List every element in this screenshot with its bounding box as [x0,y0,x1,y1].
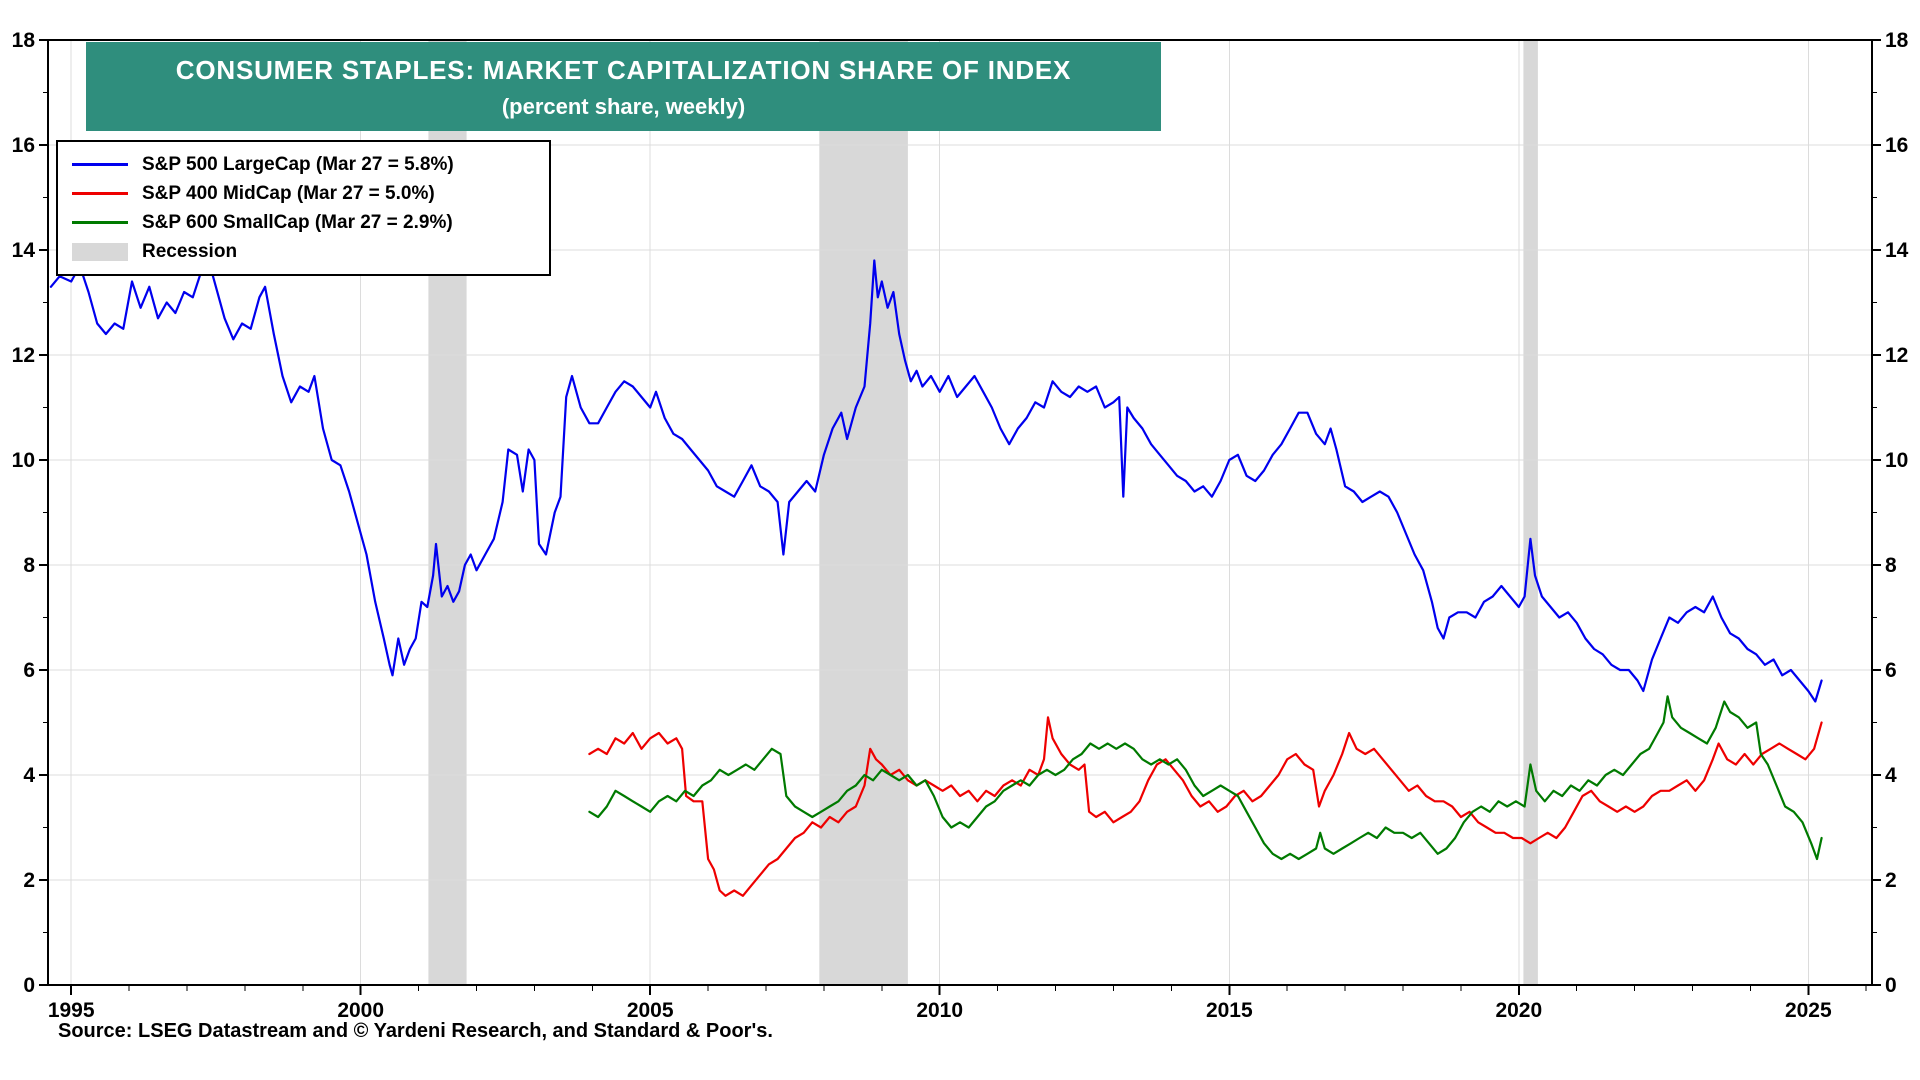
legend-label-sp500-largecap: S&P 500 LargeCap (Mar 27 = 5.8%) [142,153,454,175]
y-axis-label-left: 0 [23,974,35,997]
x-axis-label: 2025 [1785,999,1832,1022]
y-axis-label-right: 0 [1885,974,1897,997]
legend-line-swatch-green [72,221,128,224]
legend-item-sp400-midcap: S&P 400 MidCap (Mar 27 = 5.0%) [72,179,535,208]
chart-title: CONSUMER STAPLES: MARKET CAPITALIZATION … [175,55,1072,85]
y-axis-label-left: 6 [23,659,35,682]
axis-labels: 0 0 2 2 4 4 6 6 8 8 10 10 12 12 14 14 16 16 18 18 1995 2000 20… [12,29,1909,1022]
series-lines [49,254,1823,897]
y-axis-label-right: 12 [1885,344,1908,367]
legend-item-sp600-smallcap: S&P 600 SmallCap (Mar 27 = 2.9%) [72,208,535,237]
y-axis-label-left: 4 [23,764,35,787]
y-axis-label-right: 16 [1885,134,1908,157]
y-axis-label-right: 14 [1885,239,1909,262]
y-axis-label-right: 10 [1885,449,1908,472]
y-axis-label-left: 14 [12,239,36,262]
y-axis-label-left: 12 [12,344,35,367]
y-axis-label-left: 8 [23,554,35,577]
y-axis-label-left: 2 [23,869,35,892]
y-axis-label-right: 8 [1885,554,1897,577]
x-axis-label: 2020 [1495,999,1542,1022]
legend-item-sp500-largecap: S&P 500 LargeCap (Mar 27 = 5.8%) [72,150,535,179]
chart-title-banner: CONSUMER STAPLES: MARKET CAPITALIZATION … [86,42,1161,131]
x-axis-label: 2005 [627,999,674,1022]
y-axis-label-left: 16 [12,134,35,157]
y-axis-label-right: 18 [1885,29,1909,52]
axis-ticks [39,39,1881,995]
legend-line-swatch-blue [72,163,128,166]
x-axis-label: 2010 [916,999,963,1022]
y-axis-label-right: 6 [1885,659,1897,682]
x-axis-label: 2015 [1206,999,1253,1022]
legend-item-recession: Recession [72,237,535,266]
x-axis-label: 1995 [48,999,95,1022]
series-line-2 [588,695,1823,861]
legend-label-sp400-midcap: S&P 400 MidCap (Mar 27 = 5.0%) [142,182,435,204]
legend-label-sp600-smallcap: S&P 600 SmallCap (Mar 27 = 2.9%) [142,211,453,233]
legend: S&P 500 LargeCap (Mar 27 = 5.8%) S&P 400… [56,140,551,276]
y-axis-label-right: 2 [1885,869,1897,892]
legend-recession-swatch [72,242,128,261]
series-line-1 [588,716,1823,897]
legend-line-swatch-red [72,192,128,195]
recession-bands [428,40,1538,985]
chart-subtitle: (percent share, weekly) [501,93,746,119]
x-axis-label: 2000 [337,999,384,1022]
y-axis-label-left: 18 [12,29,36,52]
y-axis-label-right: 4 [1885,764,1897,787]
legend-label-recession: Recession [142,240,238,262]
series-line-0 [49,254,1823,703]
source-note: Source: LSEG Datastream and © Yardeni Re… [58,1020,773,1042]
y-axis-label-left: 10 [12,449,35,472]
